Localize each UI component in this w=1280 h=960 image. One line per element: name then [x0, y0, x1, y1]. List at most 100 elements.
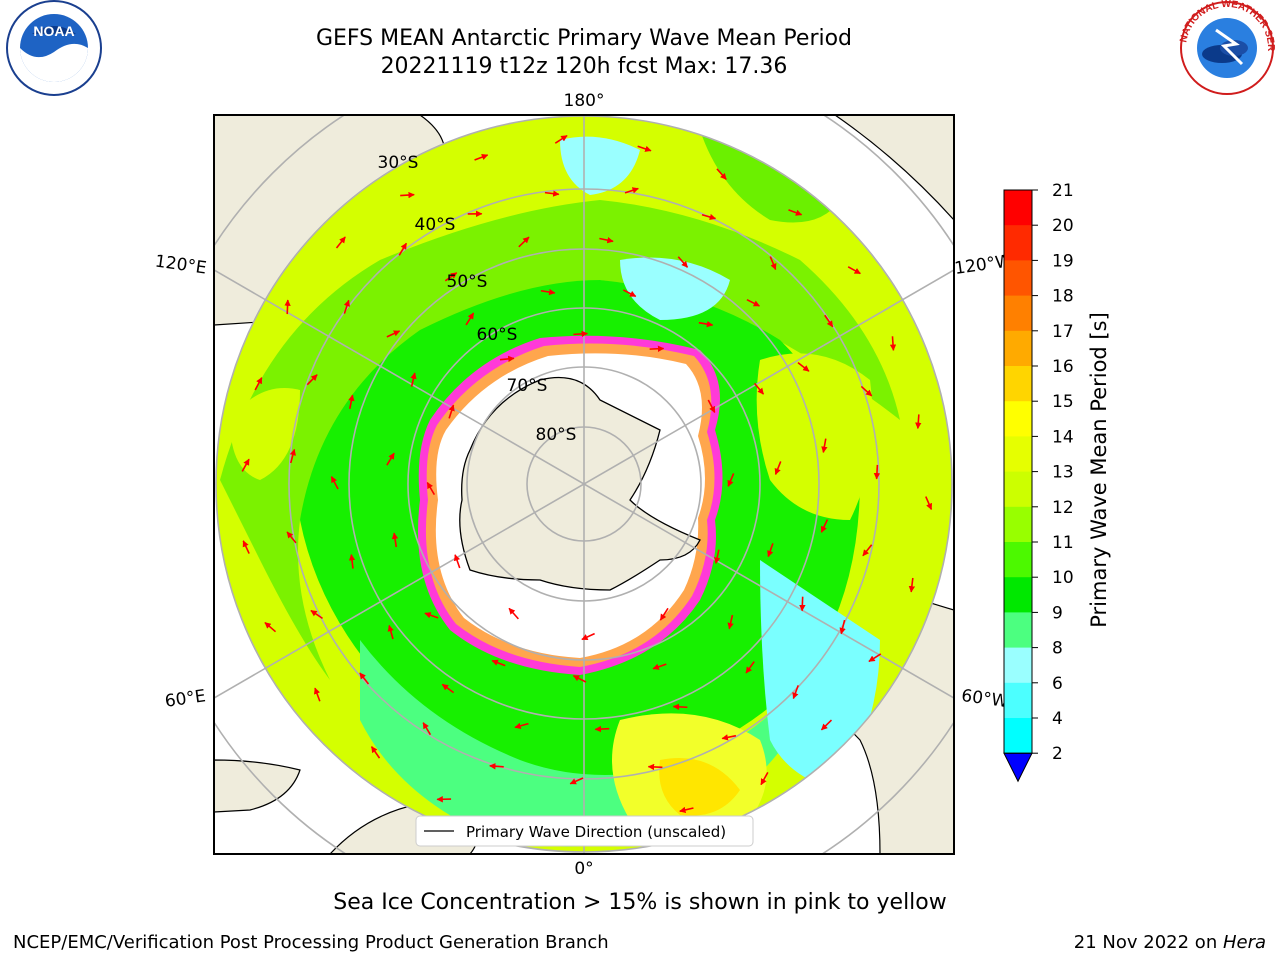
wave-arrow — [716, 168, 727, 180]
wave-arrow — [254, 377, 263, 391]
wave-arrow — [241, 458, 250, 472]
wave-arrow — [637, 145, 652, 152]
wave-arrow — [518, 236, 530, 248]
wave-arrow — [860, 385, 873, 397]
wave-arrow — [465, 312, 475, 326]
colorbar-tick-label: 15 — [1052, 392, 1074, 412]
wave-arrow — [386, 330, 401, 338]
antarctica-land — [459, 376, 701, 591]
wave-arrow — [915, 414, 922, 430]
colorbar-tick-label: 20 — [1052, 216, 1074, 236]
wave-arrow — [622, 289, 637, 298]
wave-arrow — [679, 806, 694, 814]
wave-arrow — [677, 256, 689, 268]
wave-arrow — [824, 314, 834, 328]
noaa-logo-text: NOAA — [33, 23, 74, 39]
lat-label-40s: 40°S — [415, 215, 456, 235]
map-legend: Primary Wave Direction (unscaled) — [415, 815, 754, 847]
wave-arrow — [707, 399, 716, 414]
wave-arrow — [422, 722, 432, 736]
wave-arrow — [820, 719, 833, 731]
wave-arrow — [343, 299, 350, 314]
wave-arrow — [788, 209, 803, 216]
wave-arrow — [769, 256, 777, 271]
wave-arrow — [698, 320, 714, 328]
wave-arrow — [727, 473, 735, 487]
wave-arrow — [721, 734, 737, 741]
wave-arrow — [491, 659, 506, 667]
wave-arrow — [908, 577, 916, 593]
lon-label-0: 0° — [574, 859, 593, 879]
colorbar-segment — [1004, 401, 1032, 437]
wave-arrow — [753, 382, 765, 395]
lon-label-180: 180° — [564, 91, 605, 111]
colorbar-tick-label: 4 — [1052, 709, 1063, 729]
wave-arrow — [448, 404, 455, 419]
wave-arrow — [424, 612, 439, 619]
wave-arrow — [474, 154, 489, 161]
wave-arrow — [820, 519, 829, 533]
wave-arrow — [313, 687, 321, 702]
wave-arrow — [540, 288, 556, 296]
lon-label-120e: 120°E — [154, 252, 208, 279]
wave-arrow — [792, 685, 799, 700]
lat-label-60s: 60°S — [477, 325, 518, 345]
wave-arrow — [839, 619, 846, 635]
colorbar-segment — [1004, 260, 1032, 297]
lon-label-60e: 60°E — [164, 686, 207, 711]
wave-arrow — [624, 187, 639, 194]
colorbar: 21 20 19 18 17 16 15 14 13 12 11 10 9 8 6 4 2 — [1003, 181, 1074, 783]
colorbar-tick-label: 8 — [1052, 639, 1063, 659]
wave-arrow — [760, 772, 769, 786]
chart-title-line2: 20221119 t12z 120h fcst Max: 17.36 — [380, 54, 788, 79]
wave-arrow — [573, 330, 589, 338]
wave-arrow — [652, 663, 667, 670]
wave-arrow — [797, 361, 810, 372]
colorbar-tick-label: 16 — [1052, 357, 1074, 377]
wave-arrow — [659, 607, 669, 621]
colorbar-tick-label: 21 — [1052, 181, 1074, 201]
colorbar-tick-label: 17 — [1052, 322, 1074, 342]
wave-arrow — [727, 614, 734, 630]
wave-arrow — [489, 763, 504, 770]
lat-label-50s: 50°S — [447, 272, 488, 292]
chart-title-line1: GEFS MEAN Antarctic Primary Wave Mean Pe… — [315, 26, 853, 51]
wave-arrow — [348, 394, 355, 409]
wave-arrow — [745, 661, 755, 674]
wave-arrow — [453, 554, 461, 569]
colorbar-segment — [1004, 330, 1032, 367]
wave-arrow — [410, 372, 417, 387]
colorbar-segment — [1004, 718, 1032, 754]
wave-arrow — [569, 777, 584, 785]
wave-arrow — [284, 299, 291, 315]
colorbar-segment — [1004, 190, 1032, 226]
wave-arrow — [391, 532, 399, 548]
wave-arrow — [599, 237, 614, 244]
footer-date-text: 21 Nov 2022 on — [1073, 932, 1223, 953]
wave-arrow — [713, 549, 721, 564]
wave-arrow — [426, 481, 436, 496]
colorbar-tick-label: 12 — [1052, 498, 1074, 518]
wave-arrow — [306, 374, 318, 386]
colorbar-tick-label: 18 — [1052, 287, 1074, 307]
legend-text: Primary Wave Direction (unscaled) — [466, 823, 726, 841]
wave-arrow — [594, 725, 610, 733]
wave-arrow — [286, 531, 297, 544]
colorbar-segment — [1004, 436, 1032, 473]
colorbar-label: Primary Wave Mean Period [s] — [1087, 312, 1111, 628]
wave-arrow — [873, 464, 881, 480]
wave-arrow — [672, 703, 688, 711]
wave-arrow — [359, 672, 370, 685]
wave-arrow — [774, 461, 782, 476]
colorbar-tick-label: 14 — [1052, 427, 1074, 447]
colorbar-tick-label: 19 — [1052, 251, 1074, 271]
colorbar-tick-label: 9 — [1052, 603, 1063, 623]
wave-arrow — [572, 674, 587, 683]
wave-arrow — [400, 191, 415, 199]
colorbar-tick-label: 10 — [1052, 568, 1074, 588]
wave-arrow — [330, 476, 339, 490]
wave-arrow — [581, 632, 595, 641]
wave-arrow — [289, 448, 296, 464]
wave-arrow — [514, 722, 529, 729]
